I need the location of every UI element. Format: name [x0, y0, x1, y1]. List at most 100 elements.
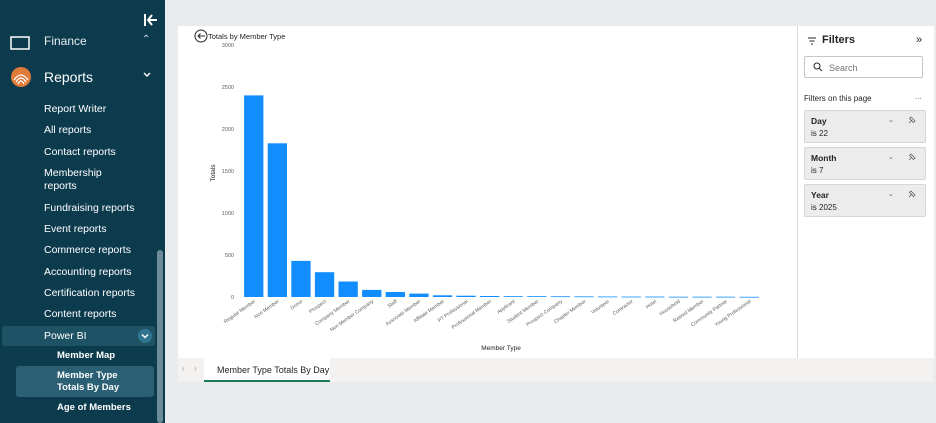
chevron-down-icon[interactable]: ⌄	[888, 154, 894, 161]
y-tick-label: 0	[231, 295, 234, 301]
filters-on-page-label: Filters on this page	[804, 94, 872, 103]
chevron-down-icon[interactable]: ⌄	[888, 117, 894, 124]
y-tick-label: 1000	[222, 211, 234, 217]
chart-bar[interactable]	[621, 296, 641, 298]
y-tick-label: 3000	[222, 43, 234, 49]
nav-finance-label: Finance	[44, 34, 87, 48]
nav-active-highlight	[16, 366, 154, 397]
x-tick-label: Non Member Company	[329, 298, 375, 333]
chart-bar[interactable]	[598, 296, 618, 298]
x-tick-label: Non Member	[253, 299, 280, 321]
y-tick-label: 500	[225, 253, 234, 259]
x-tick-label: Donor	[290, 299, 305, 312]
filter-card-month[interactable]: Month is 7 ⌄	[804, 147, 926, 180]
finance-icon	[10, 36, 30, 50]
y-tick-label: 2500	[222, 85, 234, 91]
chart-bar[interactable]	[314, 272, 335, 297]
nav-commerce-reports[interactable]: Commerce reports	[44, 244, 131, 256]
nav-power-bi[interactable]: Power BI	[2, 326, 155, 346]
chart-bar[interactable]	[432, 295, 453, 297]
chart-bar[interactable]	[715, 296, 736, 298]
chart-bar[interactable]	[409, 293, 429, 297]
y-axis-label: Totals	[210, 164, 217, 182]
nav-content-reports[interactable]: Content reports	[44, 308, 117, 320]
nav-all-reports[interactable]: All reports	[44, 124, 92, 136]
nav-power-bi-label: Power BI	[44, 330, 87, 342]
chevron-down-icon	[143, 72, 151, 77]
tab-member-type-totals-by-day[interactable]: Member Type Totals By Day	[204, 358, 330, 382]
chart-bar[interactable]	[338, 281, 358, 298]
filter-icon	[808, 37, 816, 45]
x-tick-label: Regular Member	[223, 299, 257, 325]
more-options-icon[interactable]: ...	[915, 92, 922, 101]
x-axis-label: Member Type	[481, 345, 521, 352]
sidebar-scrollbar[interactable]	[157, 250, 163, 423]
chart-bar[interactable]	[362, 289, 382, 297]
filters-pane: Filters » Filters on this page ... Day i…	[797, 26, 934, 358]
nav-certification-reports[interactable]: Certification reports	[44, 287, 136, 299]
reports-icon	[11, 67, 31, 87]
sidebar: Finance ⌃ Reports Report Writer All repo…	[0, 0, 165, 423]
filters-title: Filters	[822, 34, 856, 46]
chart-bar[interactable]	[291, 260, 311, 297]
chevron-down-icon[interactable]: ⌄	[888, 191, 894, 198]
chart-bar[interactable]	[574, 296, 594, 298]
nav-contact-reports[interactable]: Contact reports	[44, 146, 116, 158]
chart-bar[interactable]	[267, 143, 287, 297]
x-tick-label: Applicant	[496, 298, 517, 315]
chart-bar[interactable]	[503, 296, 523, 297]
bar-chart: Totals by Member Type Totals Member Type…	[194, 29, 759, 352]
clear-filter-icon[interactable]	[908, 190, 916, 198]
nav-fundraising-reports[interactable]: Fundraising reports	[44, 202, 135, 214]
nav-membership-reports[interactable]: Membership reports	[44, 167, 102, 192]
filter-card-year[interactable]: Year is 2025 ⌄	[804, 184, 926, 217]
chart-bar[interactable]	[385, 292, 405, 297]
nav-report-writer[interactable]: Report Writer	[44, 103, 107, 115]
nav-finance[interactable]: Finance ⌃	[10, 30, 160, 52]
nav-event-reports[interactable]: Event reports	[44, 223, 107, 235]
x-tick-label: Contractor	[612, 299, 635, 317]
filter-value: is 7	[811, 166, 824, 175]
nav-member-type-totals-by-day[interactable]: Member Type Totals By Day	[57, 370, 120, 393]
chart-bar[interactable]	[527, 296, 547, 297]
clear-filter-icon[interactable]	[908, 116, 916, 124]
tab-prev-icon[interactable]: ‹	[182, 364, 185, 373]
chart-bar[interactable]	[244, 95, 264, 298]
clear-filter-icon[interactable]	[908, 153, 916, 161]
nav-reports[interactable]: Reports	[8, 64, 160, 90]
filter-value: is 22	[811, 129, 828, 138]
nav-member-map[interactable]: Member Map	[57, 350, 116, 361]
filter-name: Year	[811, 190, 829, 200]
chart-bar[interactable]	[645, 296, 665, 298]
back-arrow-icon[interactable]	[194, 29, 208, 43]
x-tick-label: Prospect	[308, 298, 328, 315]
chevron-down-icon[interactable]	[138, 329, 152, 343]
filter-name: Day	[811, 116, 827, 126]
expand-pane-icon[interactable]: »	[916, 34, 923, 46]
chart-bar[interactable]	[739, 296, 759, 298]
collapse-sidebar-icon[interactable]	[142, 11, 160, 29]
chevron-up-icon: ⌃	[142, 34, 151, 45]
chart-bar[interactable]	[668, 296, 689, 298]
chart-bar[interactable]	[480, 296, 500, 297]
chart-bar[interactable]	[550, 296, 571, 298]
x-tick-label: Volunteer	[590, 299, 611, 316]
search-icon	[813, 62, 823, 72]
report-canvas: Totals by Member Type Totals Member Type…	[178, 26, 797, 358]
y-tick-label: 1500	[222, 169, 234, 175]
nav-age-of-members[interactable]: Age of Members	[57, 402, 131, 413]
filter-value: is 2025	[811, 203, 837, 212]
filter-name: Month	[811, 153, 837, 163]
x-tick-label: Professional Member	[451, 299, 493, 331]
tab-next-icon[interactable]: ›	[194, 364, 197, 373]
nav-reports-label: Reports	[44, 69, 94, 85]
chart-bar[interactable]	[456, 295, 476, 297]
y-tick-label: 2000	[222, 127, 234, 133]
tab-label: Member Type Totals By Day	[217, 365, 330, 375]
nav-accounting-reports[interactable]: Accounting reports	[44, 266, 132, 278]
page-tab-bar: ‹ › Member Type Totals By Day	[178, 358, 933, 382]
filter-search[interactable]	[804, 56, 923, 78]
chart-bar[interactable]	[692, 296, 712, 298]
filter-card-day[interactable]: Day is 22 ⌄	[804, 110, 926, 143]
filter-search-input[interactable]	[827, 59, 921, 76]
